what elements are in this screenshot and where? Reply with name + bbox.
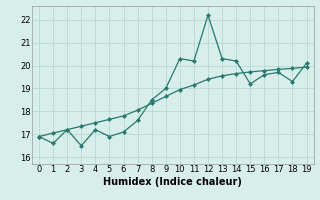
X-axis label: Humidex (Indice chaleur): Humidex (Indice chaleur) [103, 177, 242, 187]
